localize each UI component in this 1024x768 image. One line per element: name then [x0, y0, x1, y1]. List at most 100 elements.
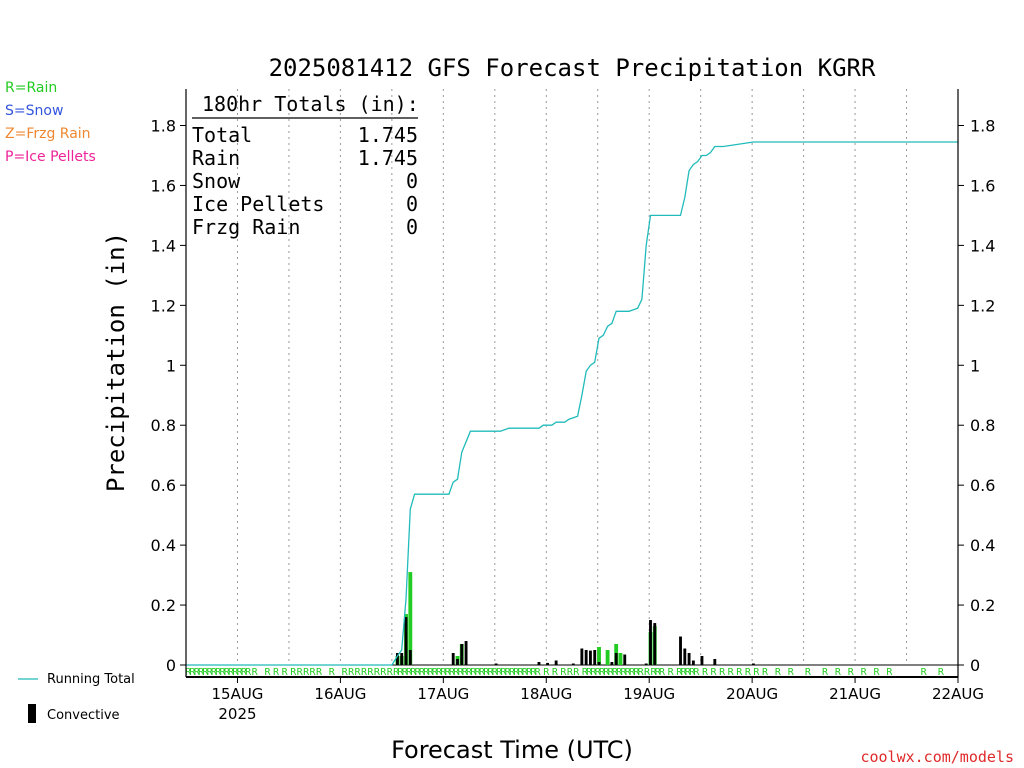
ptype-marker: R — [462, 667, 469, 678]
legend-ice-pellets: P=Ice Pellets — [5, 149, 96, 165]
ptype-marker: R — [303, 667, 310, 678]
convective-legend-swatch — [28, 704, 36, 723]
ptype-marker: R — [475, 667, 482, 678]
ptype-marker: R — [194, 667, 201, 678]
ptype-marker: R — [526, 667, 533, 678]
ptype-marker: R — [573, 667, 580, 678]
convective-bar — [610, 662, 614, 665]
ptype-marker: R — [805, 667, 812, 678]
ptype-marker: R — [513, 667, 520, 678]
ptype-marker: R — [185, 667, 192, 678]
ptype-marker: R — [310, 667, 317, 678]
ptype-marker: R — [886, 667, 893, 678]
totals-value-snow: 0 — [406, 169, 418, 193]
ptype-marker: R — [788, 667, 795, 678]
convective-bar — [679, 636, 682, 665]
rain-bar — [597, 647, 601, 665]
running-total-series — [186, 141, 958, 666]
totals-box: 180hr Totals (in): Total 1.745 Rain 1.74… — [192, 92, 419, 239]
ptype-marker: R — [487, 667, 494, 678]
convective-bar — [396, 653, 399, 665]
convective-bar — [691, 660, 695, 665]
ptype-marker: R — [582, 667, 589, 678]
y-tick-label-right: 0.6 — [970, 476, 995, 495]
convective-bar — [404, 617, 408, 665]
ptype-marker: R — [232, 667, 239, 678]
y-tick-label-left: 0.2 — [151, 596, 176, 615]
ptype-marker: R — [479, 667, 486, 678]
ptype-marker: R — [650, 667, 657, 678]
ptype-marker: R — [509, 667, 516, 678]
ptype-marker: R — [202, 667, 209, 678]
y-tick-label-left: 1 — [166, 356, 176, 375]
rain-bar — [408, 572, 413, 665]
ptype-marker: R — [586, 667, 593, 678]
running-total-line — [186, 141, 958, 666]
ptype-marker: R — [342, 667, 349, 678]
convective-bar — [584, 650, 588, 665]
ptype-marker: R — [603, 667, 610, 678]
ptype-marker: R — [207, 667, 214, 678]
ptype-marker: R — [224, 667, 231, 678]
ptype-marker: R — [522, 667, 529, 678]
y-tick-label-left: 0.8 — [151, 416, 176, 435]
ptype-marker: R — [282, 667, 289, 678]
ptype-marker: R — [873, 667, 880, 678]
y-axis-label: Precipitation (in) — [102, 232, 130, 492]
ptype-marker: R — [543, 667, 550, 678]
running-total-legend: Running Total — [47, 672, 135, 687]
x-tick-sublabel: 2025 — [218, 705, 256, 723]
convective-bar — [683, 648, 687, 665]
convective-bar — [644, 663, 648, 665]
ptype-marker: R — [625, 667, 632, 678]
ptype-marker: R — [245, 667, 252, 678]
ptype-marker: R — [483, 667, 490, 678]
ptype-marker: R — [449, 667, 456, 678]
ptype-marker: R — [380, 667, 387, 678]
y-tick-label-right: 0.2 — [970, 596, 995, 615]
ptype-marker: R — [753, 667, 760, 678]
convective-bar — [464, 641, 468, 665]
convective-legend: Convective — [47, 708, 120, 723]
ptype-marker: R — [241, 667, 248, 678]
ptype-marker: R — [432, 667, 439, 678]
convective-bar — [593, 650, 597, 665]
ptype-marker: R — [745, 667, 752, 678]
ptype-marker: R — [355, 667, 362, 678]
ptype-marker: R — [410, 667, 417, 678]
ptype-marker: R — [668, 667, 675, 678]
ptype-marker: R — [423, 667, 430, 678]
ptype-marker: R — [693, 667, 700, 678]
y-tick-label-right: 1.8 — [970, 117, 995, 136]
ptype-marker: R — [427, 667, 434, 678]
ptype-marker: R — [387, 667, 394, 678]
ptype-marker: R — [676, 667, 683, 678]
ptype-marker: R — [689, 667, 696, 678]
totals-label-ice-pellets: Ice Pellets — [192, 192, 324, 216]
rain-bar — [618, 653, 623, 665]
ptype-marker: R — [406, 667, 413, 678]
ptype-marker: R — [189, 667, 196, 678]
y-tick-label-right: 1.4 — [970, 236, 995, 255]
ptype-marker: R — [921, 667, 928, 678]
ptype-marker: R — [762, 667, 769, 678]
convective-bar — [589, 650, 592, 665]
ptype-marker: R — [470, 667, 477, 678]
convective-bar — [494, 663, 498, 665]
ptype-marker: R — [237, 667, 244, 678]
convective-bar — [751, 663, 755, 665]
ptype-marker: R — [835, 667, 842, 678]
ptype-marker: R — [316, 667, 323, 678]
ptype-marker: R — [329, 667, 336, 678]
convective-bar — [580, 648, 584, 665]
ptype-marker: R — [861, 667, 868, 678]
ptype-marker: R — [530, 667, 537, 678]
ptype-marker: R — [440, 667, 447, 678]
totals-value-frzg-rain: 0 — [406, 215, 418, 239]
x-tick-label: 18AUG — [520, 685, 572, 703]
ptype-marker: R — [393, 667, 400, 678]
ptype-marker: R — [367, 667, 374, 678]
x-tick-label: 20AUG — [726, 685, 778, 703]
